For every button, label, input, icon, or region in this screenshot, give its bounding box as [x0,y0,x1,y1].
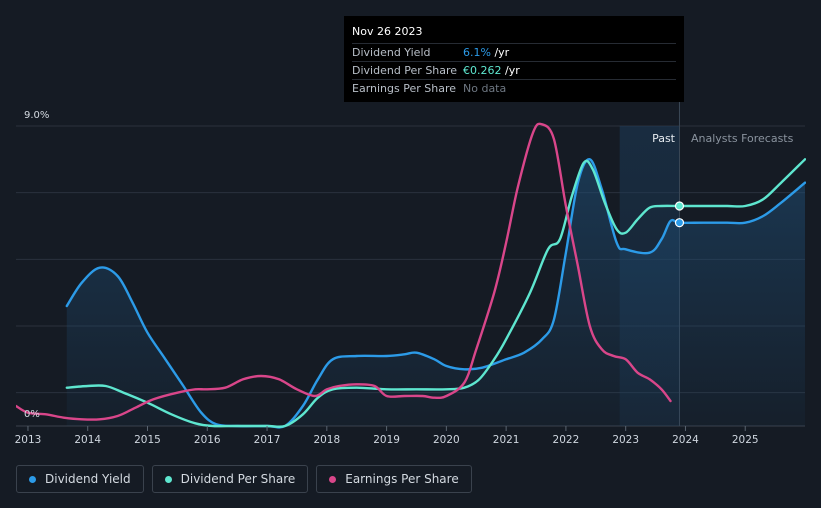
legend-label: Earnings Per Share [345,472,459,486]
legend-item-dividend-yield[interactable]: Dividend Yield [16,465,144,493]
x-tick-label: 2015 [134,434,161,446]
legend-item-dividend-per-share[interactable]: Dividend Per Share [151,465,309,493]
tooltip-row-earnings-per-share: Earnings Per Share No data [352,79,676,97]
tooltip-label: Dividend Per Share [352,64,458,77]
x-tick-label: 2014 [74,434,101,446]
y-axis-top-label: 9.0% [24,110,49,121]
legend-label: Dividend Per Share [180,472,296,486]
y-axis-bottom-label: 0% [24,409,40,420]
legend-dot-icon [329,475,337,483]
x-tick-label: 2022 [553,434,580,446]
tooltip-row-dividend-yield: Dividend Yield 6.1% /yr [352,43,676,61]
tooltip-number: No data [463,82,507,95]
x-tick-label: 2024 [672,434,699,446]
tooltip-date: Nov 26 2023 [352,25,423,38]
x-tick-label: 2017 [254,434,281,446]
x-tick-label: 2023 [612,434,639,446]
tooltip-unit: /yr [501,64,520,77]
tooltip-number: €0.262 [463,64,502,77]
x-tick-label: 2018 [313,434,340,446]
tooltip: Nov 26 2023 Dividend Yield 6.1% /yr Divi… [344,16,684,102]
x-tick-label: 2016 [194,434,221,446]
legend-dot-icon [29,475,36,483]
x-tick-label: 2020 [433,434,460,446]
x-axis-ticks: 2013 2014 2015 2016 2017 2018 2019 2020 2021 2022… [15,426,759,446]
earnings-per-share-line [16,122,672,421]
tooltip-value: €0.262 /yr [463,64,520,77]
past-label: Past [652,132,676,145]
tooltip-unit: /yr [490,46,510,59]
tooltip-markers [674,201,685,228]
dividend-yield-area [66,159,806,428]
series-layer [16,122,806,429]
tooltip-value: 6.1% /yr [463,46,509,59]
dividend-yield-marker [674,218,685,228]
tooltip-label: Dividend Yield [352,46,431,59]
legend-label: Dividend Yield [45,472,131,486]
x-tick-label: 2019 [373,434,400,446]
tooltip-row-dividend-per-share: Dividend Per Share €0.262 /yr [352,61,676,79]
dividend-per-share-marker [674,201,685,211]
x-tick-label: 2025 [732,434,759,446]
legend-dot-icon [164,475,172,483]
tooltip-label: Earnings Per Share [352,82,457,95]
x-tick-label: 2021 [493,434,520,446]
tooltip-number: 6.1% [463,46,491,59]
dividend-yield-line [65,158,806,429]
dividend-per-share-line [65,158,806,429]
legend: Dividend Yield Dividend Per Share Earnin… [16,465,472,493]
legend-item-earnings-per-share[interactable]: Earnings Per Share [316,465,472,493]
x-tick-label: 2013 [15,434,42,446]
analysts-forecasts-label: Analysts Forecasts [691,132,794,145]
tooltip-value: No data [463,82,506,95]
